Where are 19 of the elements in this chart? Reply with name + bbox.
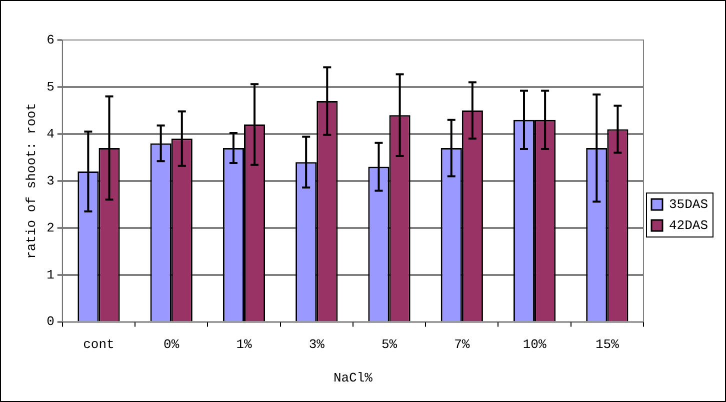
y-tick-label: 5 — [46, 79, 54, 94]
x-tick-label: 1% — [236, 337, 252, 352]
y-tick-label: 1 — [46, 267, 55, 282]
x-tick-label: 10% — [522, 337, 546, 352]
x-tick-label: 0% — [164, 337, 180, 352]
x-tick-label: 7% — [454, 337, 470, 352]
x-axis-title: NaCl% — [333, 370, 373, 386]
y-tick-label: 0 — [46, 314, 54, 330]
y-tick-label: 4 — [46, 126, 55, 142]
x-tick-label: 3% — [308, 337, 325, 352]
y-axis-title: ratio of shoot: root — [24, 102, 40, 259]
x-tick-label: 15% — [595, 337, 620, 352]
x-tick-label: cont — [83, 337, 114, 352]
y-tick-label: 3 — [46, 173, 54, 188]
y-tick-label: 6 — [46, 32, 54, 48]
x-tick-label: 5% — [381, 337, 398, 352]
legend-label: 42DAS — [668, 218, 708, 233]
legend-label: 35DAS — [668, 196, 708, 212]
y-tick-label: 2 — [46, 220, 54, 236]
